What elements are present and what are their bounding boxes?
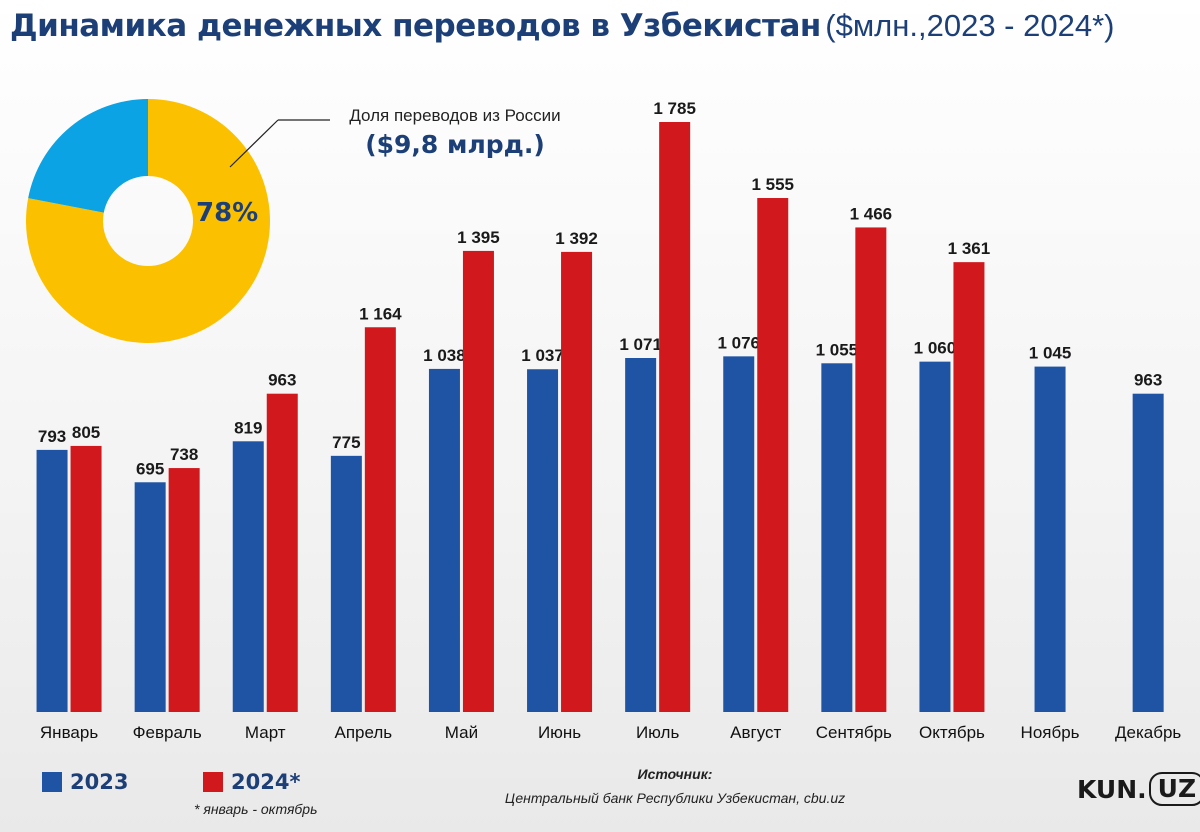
- bar-label-2023-8: 1 055: [816, 340, 859, 359]
- bar-2023-7: [723, 356, 755, 712]
- logo-uz: UZ: [1148, 772, 1200, 806]
- month-label-6: Июль: [636, 723, 680, 742]
- legend-swatch-2023: [42, 772, 62, 792]
- month-label-3: Апрель: [335, 723, 393, 742]
- bar-label-2023-5: 1 037: [521, 346, 564, 365]
- legend-swatch-2024: [203, 772, 223, 792]
- bar-label-2024-3: 1 164: [359, 304, 402, 323]
- bar-label-2023-2: 819: [234, 418, 262, 437]
- source-title: Источник:: [637, 766, 713, 782]
- legend-label-2023: 2023: [70, 770, 129, 794]
- footnote: * январь - октябрь: [194, 801, 318, 817]
- month-label-9: Октябрь: [919, 723, 985, 742]
- bar-2024-6: [659, 122, 691, 712]
- bar-label-2024-9: 1 361: [948, 239, 991, 258]
- bar-label-2023-11: 963: [1134, 371, 1162, 390]
- bar-2023-9: [919, 361, 951, 712]
- bar-label-2024-7: 1 555: [751, 175, 794, 194]
- donut-chart: [25, 99, 271, 343]
- bar-label-2023-0: 793: [38, 427, 66, 446]
- bar-2024-1: [168, 468, 200, 712]
- month-label-10: Ноябрь: [1021, 723, 1080, 742]
- bar-label-2024-4: 1 395: [457, 228, 500, 247]
- bar-label-2023-1: 695: [136, 459, 164, 478]
- month-label-4: Май: [445, 723, 478, 742]
- pie-slice-russia: [25, 99, 271, 343]
- bars-group: 793 805 Январь 695 738 Февраль 819 963 Март 775 1 …: [36, 99, 1181, 742]
- bar-label-2023-4: 1 038: [423, 346, 466, 365]
- pie-leader-line-diag: [229, 119, 279, 168]
- bar-label-2024-8: 1 466: [850, 204, 893, 223]
- bar-2023-2: [232, 441, 264, 712]
- month-label-1: Февраль: [133, 723, 202, 742]
- bar-2023-0: [36, 449, 68, 712]
- bar-2024-3: [364, 327, 396, 712]
- legend-item-2024: 2024*: [203, 770, 300, 794]
- pie-caption: Доля переводов из России: [349, 106, 561, 125]
- month-label-5: Июнь: [538, 723, 581, 742]
- source-block: Источник: Центральный банк Республики Уз…: [430, 766, 920, 806]
- bar-2023-4: [428, 368, 460, 712]
- bar-2023-10: [1034, 366, 1066, 712]
- bar-2024-2: [266, 393, 298, 712]
- bar-label-2023-9: 1 060: [914, 339, 957, 358]
- month-label-11: Декабрь: [1115, 723, 1181, 742]
- bar-2024-9: [953, 262, 985, 712]
- legend-item-2023: 2023: [42, 770, 128, 794]
- pie-percent-label: 78%: [196, 198, 259, 228]
- month-label-2: Март: [245, 723, 286, 742]
- bar-2024-0: [70, 445, 102, 712]
- month-label-8: Сентябрь: [816, 723, 892, 742]
- bar-2023-11: [1132, 393, 1164, 712]
- pie-amount: ($9,8 млрд.): [365, 130, 545, 159]
- month-label-7: Август: [730, 723, 781, 742]
- bar-label-2023-7: 1 076: [717, 333, 760, 352]
- bar-label-2023-6: 1 071: [619, 335, 662, 354]
- bar-label-2024-0: 805: [72, 423, 100, 442]
- bar-2024-8: [855, 227, 887, 713]
- pie-slice-other: [28, 99, 148, 213]
- bar-2023-1: [134, 482, 166, 712]
- bar-2023-6: [625, 358, 657, 712]
- bar-2023-3: [330, 455, 362, 712]
- bar-2024-7: [757, 198, 789, 713]
- bar-label-2024-6: 1 785: [653, 99, 696, 118]
- bar-label-2023-10: 1 045: [1029, 344, 1072, 363]
- bar-label-2024-1: 738: [170, 445, 198, 464]
- legend-label-2024: 2024*: [231, 770, 301, 794]
- title-main: Динамика денежных переводов в Узбекистан: [10, 8, 821, 44]
- bar-label-2024-2: 963: [268, 371, 296, 390]
- bar-2023-5: [527, 369, 559, 712]
- pie-annotation: Доля переводов из России ($9,8 млрд.): [320, 106, 590, 159]
- bar-2023-8: [821, 363, 853, 712]
- kun-uz-logo: KUN. UZ: [1077, 772, 1200, 806]
- bar-2024-4: [462, 250, 494, 712]
- bar-2024-5: [561, 251, 593, 712]
- bar-label-2024-5: 1 392: [555, 229, 598, 248]
- logo-kun: KUN.: [1077, 774, 1147, 804]
- source-text: Центральный банк Республики Узбекистан, …: [504, 790, 846, 806]
- title-subtitle: ($млн.,2023 - 2024*): [825, 8, 1115, 43]
- month-label-0: Январь: [40, 723, 98, 742]
- chart-title: Динамика денежных переводов в Узбекистан…: [10, 8, 1114, 56]
- bar-label-2023-3: 775: [332, 433, 360, 452]
